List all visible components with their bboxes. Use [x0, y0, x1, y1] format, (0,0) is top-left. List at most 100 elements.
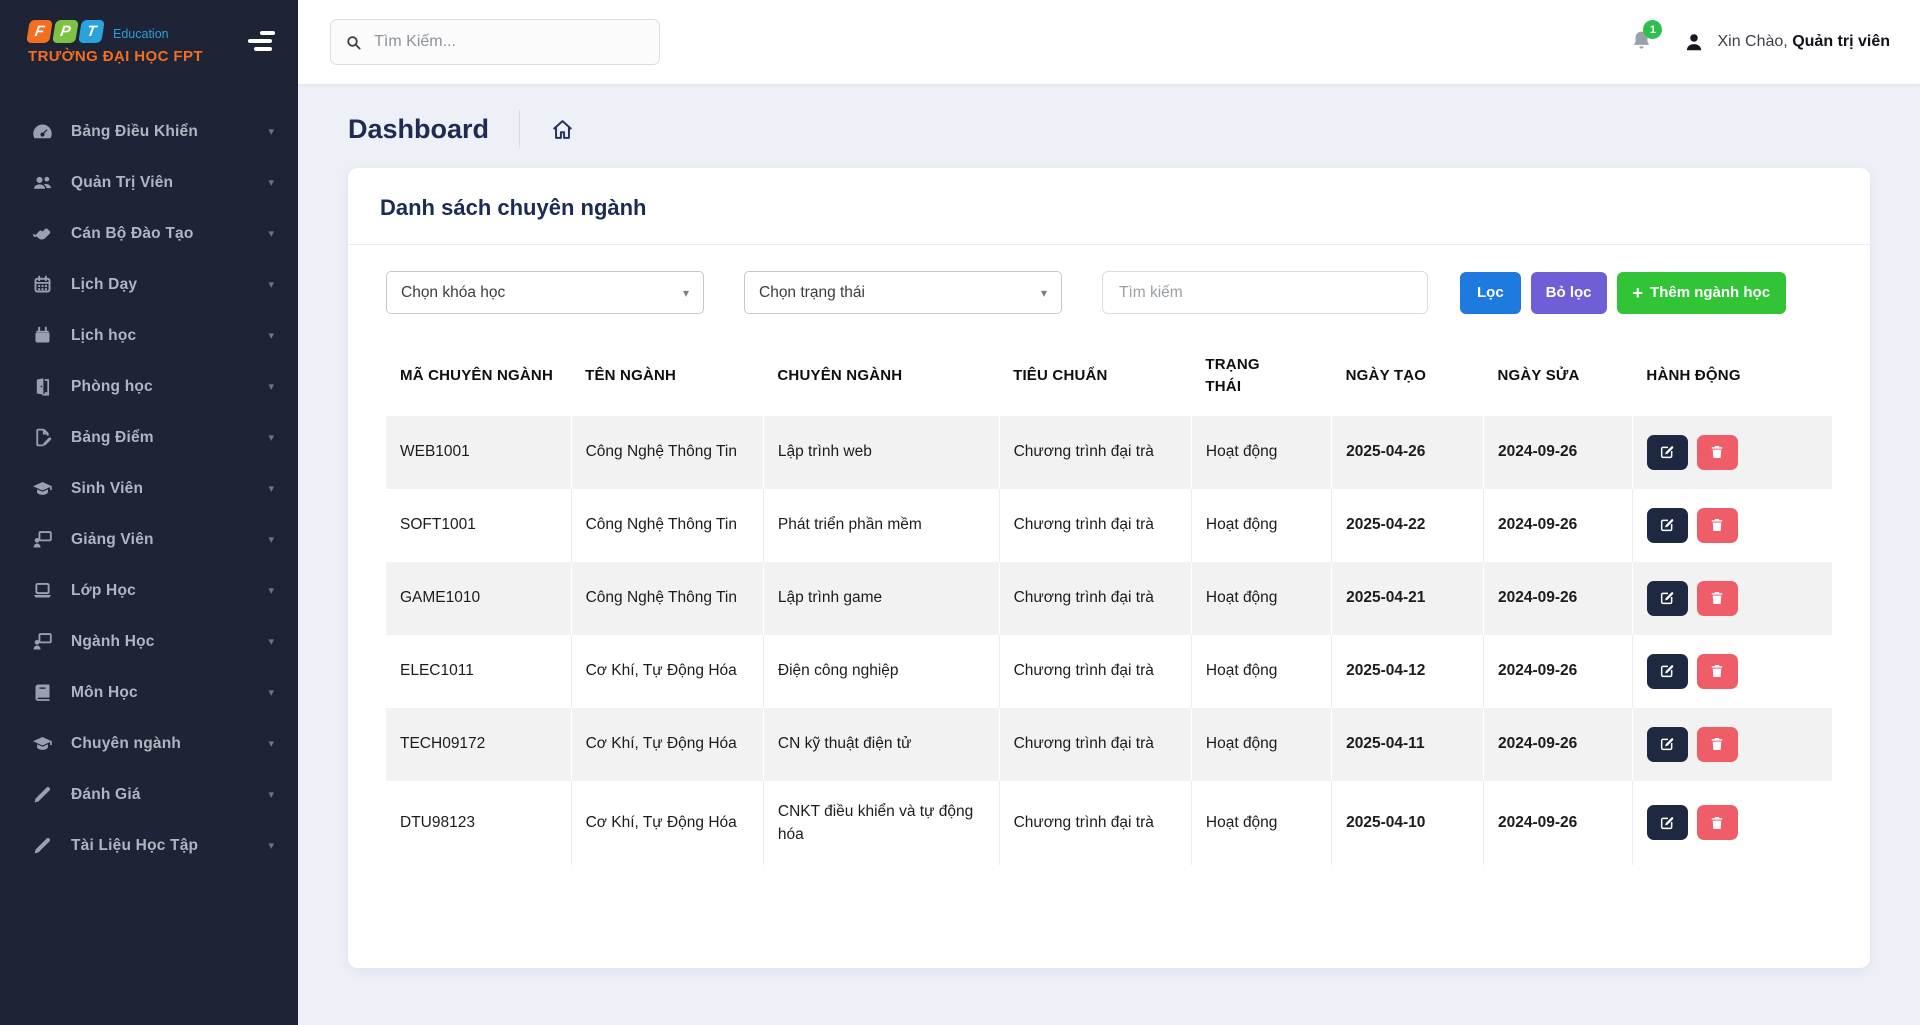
- edit-button[interactable]: [1647, 654, 1688, 689]
- table-header-row: MÃ CHUYÊN NGÀNH TÊN NGÀNH CHUYÊN NGÀNH T…: [386, 344, 1832, 416]
- edit-button[interactable]: [1647, 508, 1688, 543]
- sidebar-item-chuyen-nganh[interactable]: Chuyên ngành ▾: [0, 718, 298, 769]
- sidebar-item-mon-hoc[interactable]: Môn Học ▾: [0, 667, 298, 718]
- cell-created: 2025-04-10: [1332, 781, 1484, 866]
- delete-button[interactable]: [1697, 508, 1738, 543]
- delete-button[interactable]: [1697, 435, 1738, 470]
- person-board-icon: [30, 528, 54, 552]
- sidebar-item-lich-hoc[interactable]: Lịch học ▾: [0, 310, 298, 361]
- sidebar-item-phong-hoc[interactable]: Phòng học ▾: [0, 361, 298, 412]
- col-header-actions: HÀNH ĐỘNG: [1632, 344, 1832, 416]
- person-board-icon: [30, 630, 54, 654]
- notifications-button[interactable]: 1: [1630, 29, 1653, 55]
- chevron-down-icon: ▾: [268, 482, 274, 495]
- gauge-icon: [30, 120, 54, 144]
- cell-updated: 2024-09-26: [1483, 781, 1632, 866]
- chevron-down-icon: ▾: [1041, 286, 1047, 300]
- status-badge: Hoạt động: [1191, 562, 1331, 635]
- edit-icon: [1659, 663, 1675, 679]
- col-header-faculty: TÊN NGÀNH: [571, 344, 763, 416]
- cell-code: DTU98123: [386, 781, 571, 866]
- cell-major: CNKT điều khiển và tự động hóa: [763, 781, 999, 866]
- cell-faculty: Cơ Khí, Tự Động Hóa: [571, 635, 763, 708]
- edit-button[interactable]: [1647, 581, 1688, 616]
- file-pen-icon: [30, 426, 54, 450]
- col-header-code: MÃ CHUYÊN NGÀNH: [386, 344, 571, 416]
- cell-standard: Chương trình đại trà: [999, 708, 1191, 781]
- delete-button[interactable]: [1697, 654, 1738, 689]
- cell-faculty: Cơ Khí, Tự Động Hóa: [571, 708, 763, 781]
- trash-icon: [1709, 590, 1725, 606]
- cell-created: 2025-04-22: [1332, 489, 1484, 562]
- sidebar-item-can-bo-dao-tao[interactable]: Cán Bộ Đào Tạo ▾: [0, 208, 298, 259]
- cell-faculty: Công Nghệ Thông Tin: [571, 489, 763, 562]
- clear-filter-button[interactable]: Bỏ lọc: [1531, 272, 1607, 314]
- table-row: SOFT1001 Công Nghệ Thông Tin Phát triển …: [386, 489, 1832, 562]
- sidebar-item-dashboard[interactable]: Bảng Điều Khiển ▾: [0, 106, 298, 157]
- logo-letter-f: F: [26, 20, 53, 43]
- status-select[interactable]: Chọn trạng thái ▾: [744, 271, 1062, 314]
- sidebar-item-lich-day[interactable]: Lịch Dạy ▾: [0, 259, 298, 310]
- sidebar-item-tai-lieu-hoc-tap[interactable]: Tài Liệu Học Tập ▾: [0, 820, 298, 871]
- col-header-standard: TIÊU CHUẨN: [999, 344, 1191, 416]
- edit-button[interactable]: [1647, 727, 1688, 762]
- cell-code: TECH09172: [386, 708, 571, 781]
- sidebar-toggle-button[interactable]: [246, 26, 282, 56]
- edit-icon: [1659, 815, 1675, 831]
- graduation-cap-icon: [30, 732, 54, 756]
- search-icon: [345, 33, 362, 52]
- chevron-down-icon: ▾: [268, 329, 274, 342]
- cell-updated: 2024-09-26: [1483, 416, 1632, 489]
- chevron-down-icon: ▾: [268, 533, 274, 546]
- edit-button[interactable]: [1647, 805, 1688, 840]
- content: Dashboard Danh sách chuyên ngành Chọn kh…: [298, 84, 1920, 1025]
- majors-card: Danh sách chuyên ngành Chọn khóa học ▾ C…: [348, 168, 1870, 968]
- trash-icon: [1709, 444, 1725, 460]
- pencil-icon: [30, 834, 54, 858]
- edit-icon: [1659, 590, 1675, 606]
- course-select[interactable]: Chọn khóa học ▾: [386, 271, 704, 314]
- chevron-down-icon: ▾: [268, 635, 274, 648]
- sidebar-item-danh-gia[interactable]: Đánh Giá ▾: [0, 769, 298, 820]
- delete-button[interactable]: [1697, 805, 1738, 840]
- calendar-days-icon: [30, 273, 54, 297]
- cell-major: Lập trình web: [763, 416, 999, 489]
- home-link[interactable]: [550, 117, 575, 142]
- col-header-major: CHUYÊN NGÀNH: [763, 344, 999, 416]
- trash-icon: [1709, 517, 1725, 533]
- chevron-down-icon: ▾: [268, 278, 274, 291]
- user-icon: [1683, 31, 1705, 53]
- door-icon: [30, 375, 54, 399]
- status-badge: Hoạt động: [1191, 489, 1331, 562]
- status-badge: Hoạt động: [1191, 416, 1331, 489]
- cell-standard: Chương trình đại trà: [999, 489, 1191, 562]
- col-header-status: TRẠNG THÁI: [1191, 344, 1331, 416]
- cell-updated: 2024-09-26: [1483, 635, 1632, 708]
- sidebar-item-giang-vien[interactable]: Giảng Viên ▾: [0, 514, 298, 565]
- edit-icon: [1659, 736, 1675, 752]
- sidebar-item-lop-hoc[interactable]: Lớp Học ▾: [0, 565, 298, 616]
- trash-icon: [1709, 736, 1725, 752]
- table-row: DTU98123 Cơ Khí, Tự Động Hóa CNKT điều k…: [386, 781, 1832, 866]
- cell-code: WEB1001: [386, 416, 571, 489]
- edit-button[interactable]: [1647, 435, 1688, 470]
- table-row: GAME1010 Công Nghệ Thông Tin Lập trình g…: [386, 562, 1832, 635]
- main-area: 1 Xin Chào, Quản trị viên Dashboard Danh…: [298, 0, 1920, 1025]
- trash-icon: [1709, 663, 1725, 679]
- sidebar-item-nganh-hoc[interactable]: Ngành Học ▾: [0, 616, 298, 667]
- filter-button[interactable]: Lọc: [1460, 272, 1521, 314]
- table-search-input[interactable]: [1102, 271, 1428, 314]
- logo-education-label: Education: [113, 27, 169, 41]
- chevron-down-icon: ▾: [268, 227, 274, 240]
- user-menu[interactable]: Xin Chào, Quản trị viên: [1683, 31, 1890, 53]
- add-major-button[interactable]: + Thêm ngành học: [1617, 272, 1787, 314]
- cell-faculty: Cơ Khí, Tự Động Hóa: [571, 781, 763, 866]
- delete-button[interactable]: [1697, 581, 1738, 616]
- sidebar-item-bang-diem[interactable]: Bảng Điểm ▾: [0, 412, 298, 463]
- cell-updated: 2024-09-26: [1483, 708, 1632, 781]
- global-search-input[interactable]: [374, 33, 645, 51]
- delete-button[interactable]: [1697, 727, 1738, 762]
- sidebar-item-sinh-vien[interactable]: Sinh Viên ▾: [0, 463, 298, 514]
- pencil-icon: [30, 783, 54, 807]
- sidebar-item-quan-tri-vien[interactable]: Quản Trị Viên ▾: [0, 157, 298, 208]
